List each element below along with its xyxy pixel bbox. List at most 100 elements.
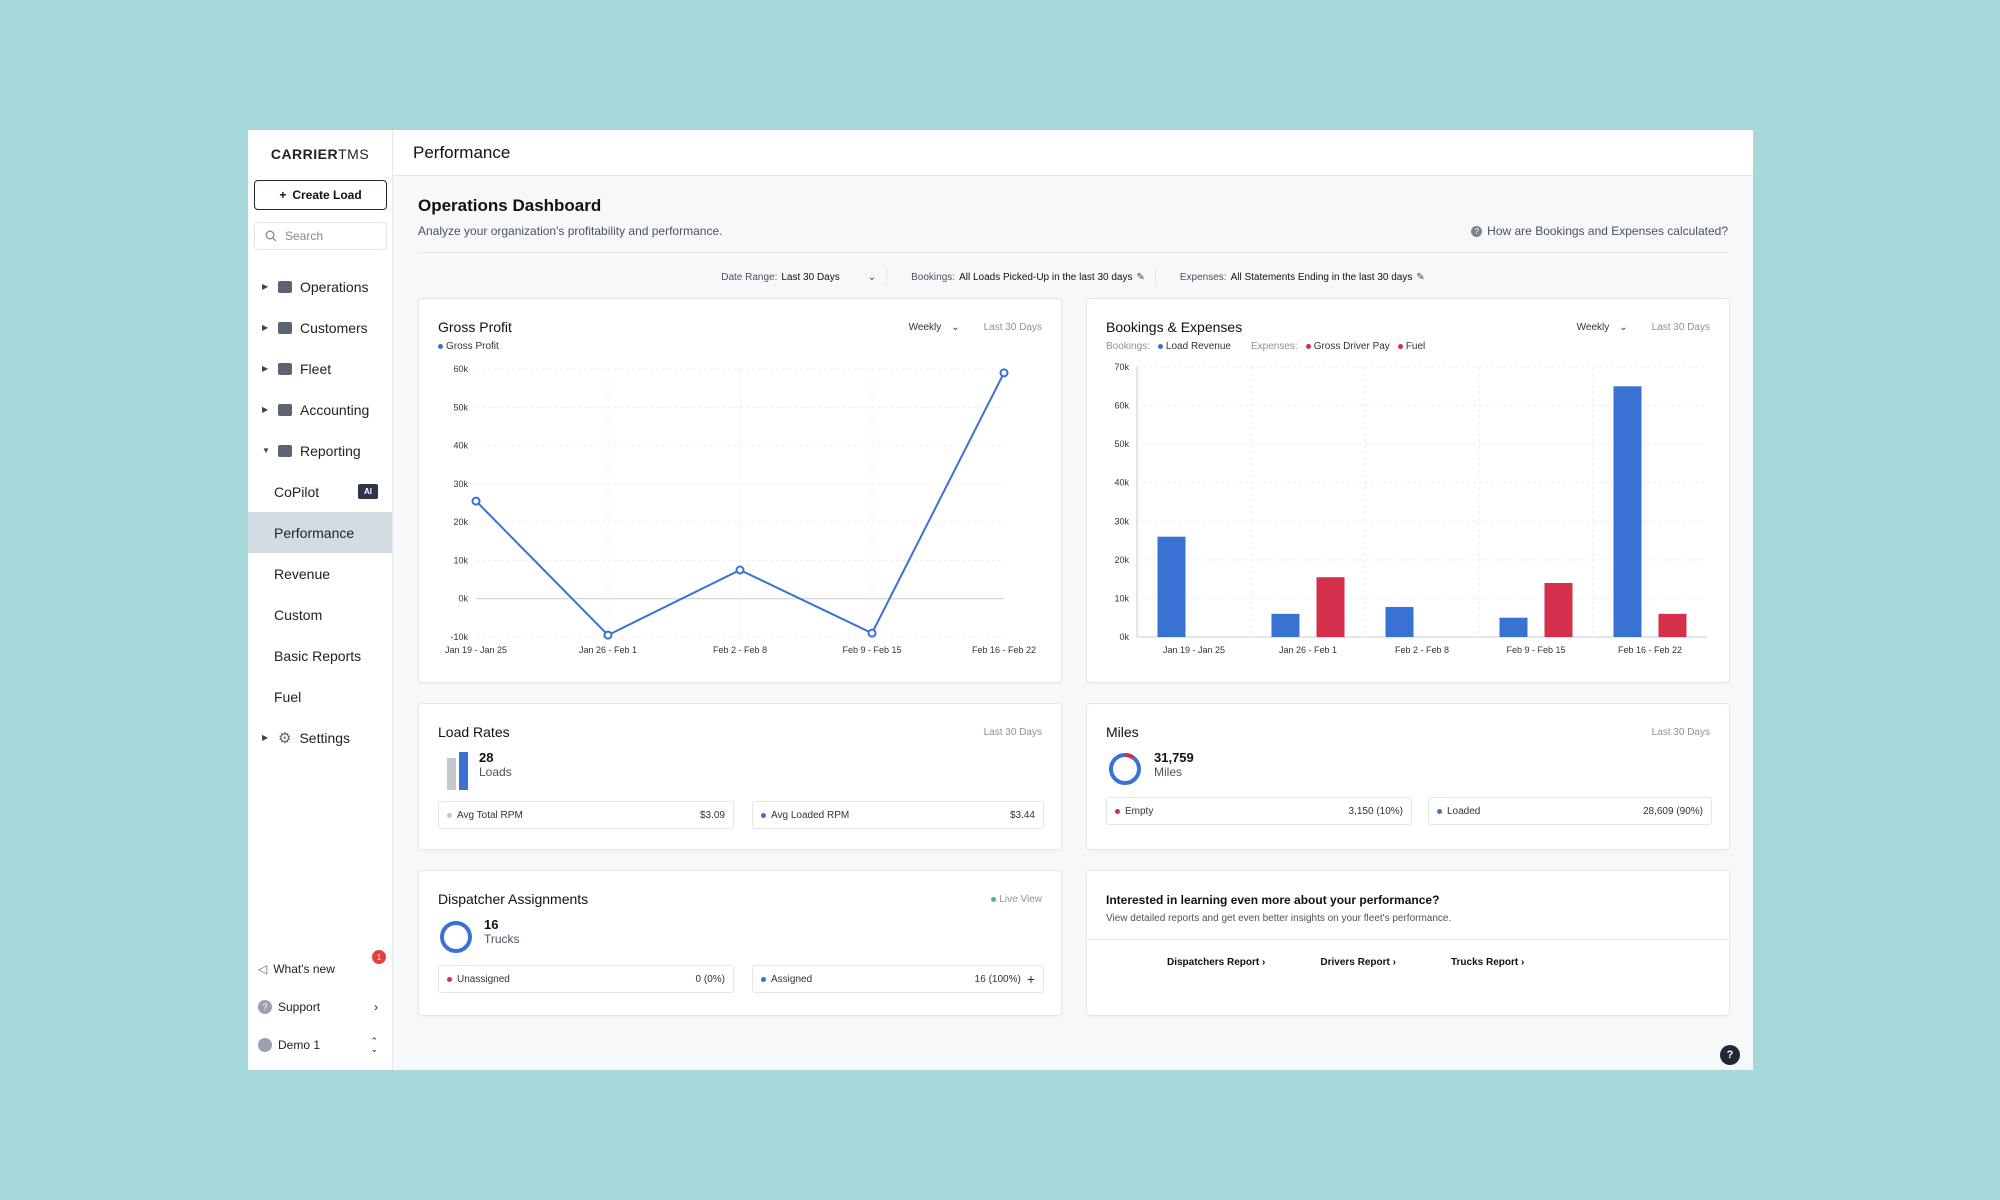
help-chat-button[interactable]: ? xyxy=(1720,1045,1740,1065)
pill-value: $3.44 xyxy=(1009,809,1035,821)
sidebar-item-label: CoPilot xyxy=(274,483,320,500)
link-label: Dispatchers Report xyxy=(1167,957,1260,968)
drivers-report-link[interactable]: Drivers Report › xyxy=(1320,957,1396,968)
y-tick-label: 60k xyxy=(453,364,468,374)
legend-label: Gross Driver Pay xyxy=(1313,341,1390,352)
card-meta: Weekly ⌄ Last 30 Days xyxy=(909,322,1042,333)
sidebar-item-fleet[interactable]: ▶ Fleet xyxy=(248,348,392,389)
pencil-icon[interactable]: ✎ xyxy=(1416,271,1425,283)
expenses-filter[interactable]: Expenses: All Statements Ending in the l… xyxy=(1170,268,1435,286)
y-tick-label: 40k xyxy=(453,441,468,451)
range-label: Last 30 Days xyxy=(1651,727,1710,738)
miles-total: 31,759 Miles xyxy=(1154,750,1194,779)
chevron-right-icon: › xyxy=(1262,957,1266,968)
caret-right-icon: ▶ xyxy=(262,405,269,414)
notification-badge: 1 xyxy=(372,950,386,964)
sidebar-item-label: Performance xyxy=(274,524,355,541)
avg-total-rpm: Avg Total RPM $3.09 xyxy=(438,801,734,829)
legend-dot xyxy=(447,976,452,982)
bar-gross-driver-pay xyxy=(1316,577,1345,637)
top-bar-title: Performance xyxy=(413,142,511,162)
divider xyxy=(418,252,1728,253)
bookings-filter[interactable]: Bookings: All Loads Picked-Up in the las… xyxy=(901,268,1156,286)
sidebar-item-customers[interactable]: ▶ Customers xyxy=(248,307,392,348)
bookings-expenses-card: Bookings & Expenses Weekly ⌄ Last 30 Days… xyxy=(1086,298,1730,683)
calculation-help-link[interactable]: ? How are Bookings and Expenses calculate… xyxy=(1471,224,1728,238)
pill-value: 3,150 (10%) xyxy=(1348,805,1403,817)
sidebar-item-performance[interactable]: Performance xyxy=(248,512,392,553)
sidebar-item-operations[interactable]: ▶ Operations xyxy=(248,266,392,307)
chevron-right-icon: › xyxy=(1521,957,1525,968)
caret-right-icon: ▶ xyxy=(262,364,269,373)
trucks-report-link[interactable]: Trucks Report › xyxy=(1451,957,1524,968)
donut-loaded-segment xyxy=(1109,753,1141,785)
empty-miles: Empty 3,150 (10%) xyxy=(1106,797,1412,825)
y-tick-label: 60k xyxy=(1114,401,1129,411)
legend-label: Load Revenue xyxy=(1165,341,1231,352)
card-meta: Last 30 Days xyxy=(984,727,1042,738)
interval-select[interactable]: Weekly ⌄ xyxy=(909,322,960,333)
users-icon xyxy=(278,321,292,334)
interval-select[interactable]: Weekly ⌄ xyxy=(1577,322,1628,333)
search-placeholder: Search xyxy=(285,229,324,243)
reports-cta-card: Interested in learning even more about y… xyxy=(1086,870,1730,1016)
x-tick-label: Jan 26 - Feb 1 xyxy=(579,645,637,655)
whats-new-button[interactable]: ◁ What's new 1 xyxy=(248,950,392,988)
data-point xyxy=(735,565,745,575)
top-bar: Performance xyxy=(393,130,1753,176)
legend-dot xyxy=(438,344,443,349)
plus-icon[interactable]: + xyxy=(1026,971,1035,987)
help-link-label: How are Bookings and Expenses calculated… xyxy=(1487,224,1728,238)
card-title: Dispatcher Assignments xyxy=(438,891,589,907)
report-links: Dispatchers Report › Drivers Report › Tr… xyxy=(1167,957,1524,968)
sidebar-item-accounting[interactable]: ▶ Accounting xyxy=(248,389,392,430)
support-label: Support xyxy=(278,1000,321,1014)
search-icon xyxy=(265,230,277,242)
sidebar-item-reporting[interactable]: ▼ Reporting xyxy=(248,430,392,471)
card-meta: Last 30 Days xyxy=(1652,727,1710,738)
main-nav: ▶ Operations ▶ Customers ▶ Fleet ▶ Accountin… xyxy=(248,266,392,758)
pencil-icon[interactable]: ✎ xyxy=(1136,271,1145,283)
link-label: Drivers Report xyxy=(1320,957,1390,968)
y-tick-label: 50k xyxy=(453,402,468,412)
bar-load-revenue xyxy=(1613,386,1642,637)
create-load-button[interactable]: + Create Load xyxy=(254,180,387,210)
user-menu-button[interactable]: Demo 1 ⌃ ⌄ xyxy=(248,1026,392,1064)
data-point xyxy=(867,628,877,638)
legend-dot xyxy=(447,812,452,818)
sidebar-item-copilot[interactable]: CoPilot AI xyxy=(248,471,392,512)
sidebar-item-revenue[interactable]: Revenue xyxy=(248,553,392,594)
legend-label: Gross Profit xyxy=(446,341,499,352)
assigned-trucks: Assigned 16 (100%) + xyxy=(752,965,1044,993)
x-tick-label: Feb 2 - Feb 8 xyxy=(1395,645,1449,655)
y-tick-label: 20k xyxy=(1114,555,1129,565)
dispatchers-report-link[interactable]: Dispatchers Report › xyxy=(1167,957,1265,968)
support-button[interactable]: ? Support › xyxy=(248,988,392,1026)
sidebar-item-basic-reports[interactable]: Basic Reports xyxy=(248,635,392,676)
chart-icon xyxy=(278,444,292,457)
filter-value: Last 30 Days xyxy=(781,271,840,283)
search-input[interactable]: Search xyxy=(254,222,387,250)
pill-value: 16 (100%) xyxy=(974,973,1021,985)
y-tick-label: 30k xyxy=(1114,516,1129,526)
load-count: 28 Loads xyxy=(479,750,512,779)
sidebar-item-fuel[interactable]: Fuel xyxy=(248,676,392,717)
legend-dot xyxy=(1397,344,1403,349)
avg-loaded-rpm: Avg Loaded RPM $3.44 xyxy=(752,801,1044,829)
ledger-icon xyxy=(278,403,292,416)
miles-card: Miles Last 30 Days 31,759 Miles Empty 3,… xyxy=(1086,703,1730,850)
legend-entry: Fuel xyxy=(1397,341,1425,352)
question-icon: ? xyxy=(1726,1049,1734,1061)
brand-logo[interactable]: CARRIER TMS xyxy=(248,130,392,178)
pill-label: Avg Loaded RPM xyxy=(771,809,850,821)
y-tick-label: 70k xyxy=(1114,362,1129,372)
sidebar-item-custom[interactable]: Custom xyxy=(248,594,392,635)
page-title: Operations Dashboard xyxy=(418,196,602,215)
sidebar-item-label: Settings xyxy=(299,729,351,746)
y-tick-label: -10k xyxy=(450,632,468,642)
clipboard-icon xyxy=(278,280,292,293)
sidebar-item-settings[interactable]: ▶ ⚙ Settings xyxy=(248,717,392,758)
data-point xyxy=(603,630,613,640)
y-tick-label: 30k xyxy=(453,479,468,489)
date-range-select[interactable]: Date Range: Last 30 Days ⌄ xyxy=(711,268,888,286)
